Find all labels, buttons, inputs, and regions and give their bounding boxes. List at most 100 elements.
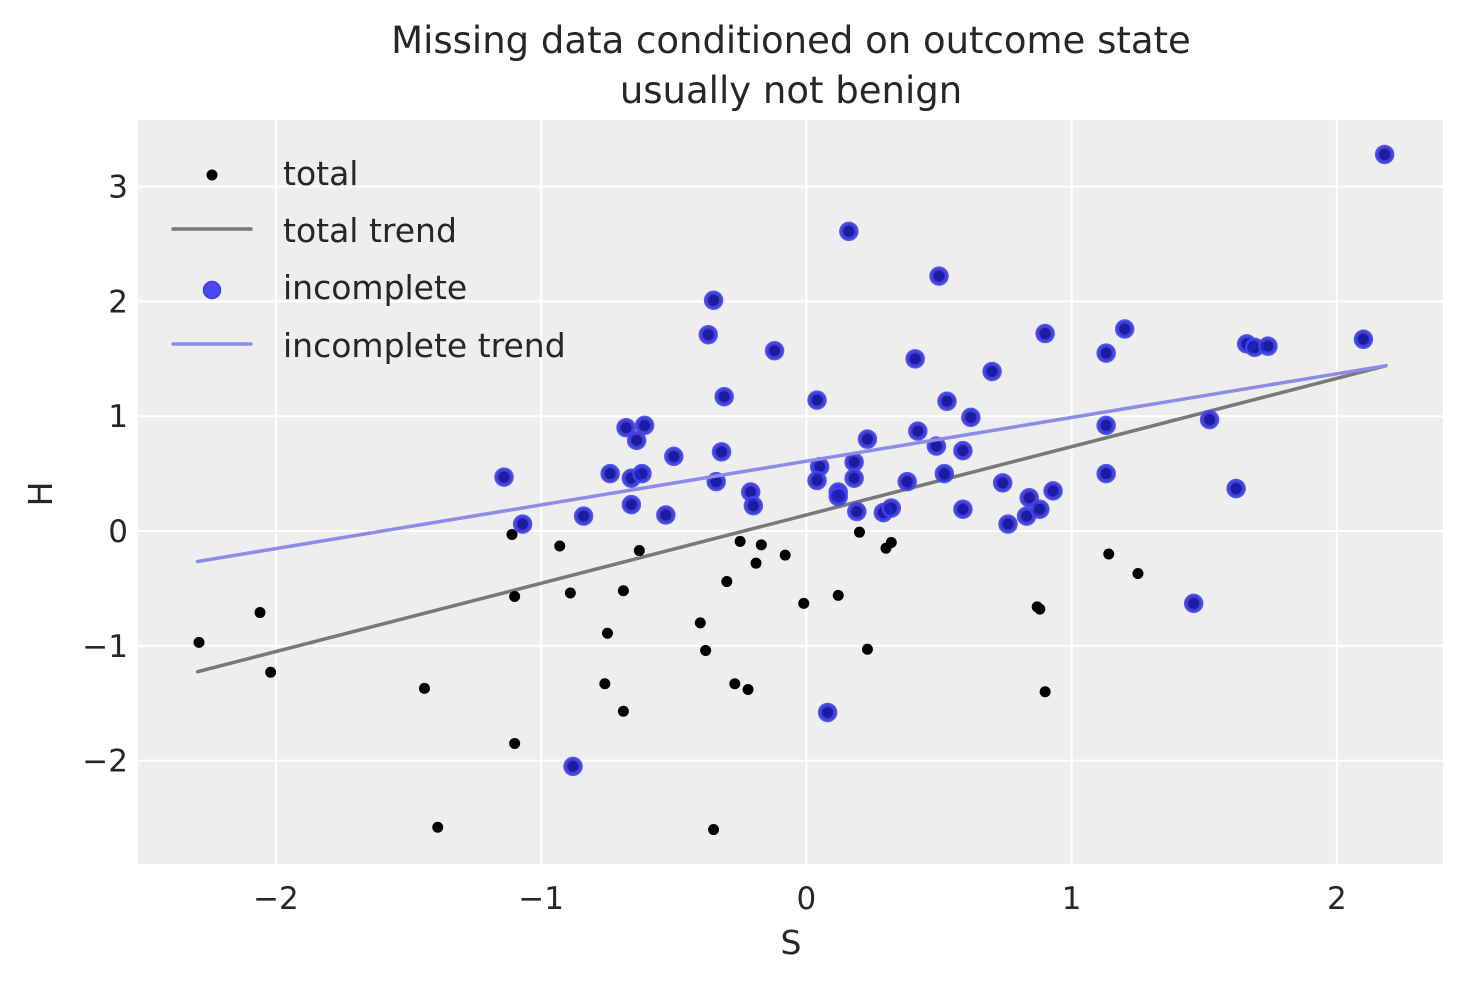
- incomplete-point: [992, 473, 1013, 493]
- incomplete-point: [929, 266, 949, 286]
- incomplete-point: [743, 496, 764, 516]
- total-point: [193, 636, 205, 648]
- total-point: [721, 576, 733, 588]
- legend: total total trend incomplete incomplete …: [171, 154, 566, 365]
- incomplete-point: [714, 386, 734, 407]
- incomplete-point: [1096, 343, 1116, 363]
- incomplete-point: [1374, 144, 1395, 165]
- incomplete-points-layer: [494, 144, 1395, 777]
- y-tick-label: −2: [82, 744, 128, 780]
- total-point: [617, 585, 629, 597]
- incomplete-point: [982, 361, 1002, 382]
- incomplete-point: [1258, 336, 1278, 356]
- incomplete-point: [937, 391, 957, 412]
- incomplete-point: [828, 486, 848, 507]
- total-point: [554, 540, 566, 552]
- legend-label-incomplete-trend: incomplete trend: [283, 326, 566, 365]
- incomplete-point: [494, 467, 514, 487]
- x-tick-label: 1: [1062, 881, 1082, 917]
- incomplete-trend-layer: [195, 363, 1388, 564]
- total-point: [1034, 603, 1046, 615]
- incomplete-point: [905, 349, 925, 369]
- x-tick-label: −1: [518, 881, 564, 917]
- incomplete-point: [632, 463, 652, 484]
- total-point: [509, 737, 521, 749]
- total-point: [1103, 548, 1115, 560]
- incomplete-point: [953, 499, 973, 519]
- total-point: [742, 683, 754, 695]
- y-axis-label: H: [21, 482, 60, 507]
- plot-area: [138, 120, 1443, 864]
- total-trend-line: [195, 363, 1388, 674]
- incomplete-point: [626, 430, 647, 451]
- incomplete-point: [908, 421, 928, 441]
- total-point: [832, 589, 844, 601]
- incomplete-point: [698, 324, 719, 345]
- total-point: [601, 627, 613, 639]
- incomplete-point: [703, 290, 724, 311]
- incomplete-point: [1035, 323, 1055, 344]
- chart-title-line-1: Missing data conditioned on outcome stat…: [391, 19, 1191, 62]
- incomplete-point: [1199, 409, 1220, 430]
- incomplete-point: [897, 471, 917, 492]
- x-tick-label: 2: [1327, 881, 1347, 917]
- incomplete-point: [844, 452, 864, 472]
- total-point: [734, 535, 746, 547]
- chart-title-line-2: usually not benign: [620, 69, 962, 112]
- incomplete-point: [1096, 415, 1116, 436]
- y-tick-labels: −2 −1 0 1 2 3: [82, 170, 128, 780]
- incomplete-point: [998, 514, 1018, 534]
- total-trend-layer: [195, 363, 1388, 674]
- total-point: [694, 617, 706, 629]
- legend-label-incomplete: incomplete: [283, 268, 467, 307]
- total-point: [861, 643, 873, 655]
- incomplete-point: [600, 463, 620, 484]
- grid-lines: [138, 120, 1443, 864]
- incomplete-point: [817, 702, 838, 723]
- legend-marker-total: [206, 169, 218, 181]
- incomplete-point: [961, 407, 981, 428]
- incomplete-point: [573, 506, 594, 526]
- incomplete-point: [934, 463, 955, 484]
- incomplete-point: [1114, 319, 1135, 339]
- total-point: [853, 526, 865, 538]
- incomplete-point: [616, 417, 636, 438]
- y-tick-label: 2: [108, 284, 128, 320]
- incomplete-point: [881, 498, 902, 518]
- incomplete-point: [857, 429, 878, 449]
- total-point: [265, 666, 277, 678]
- incomplete-trend-line: [195, 363, 1388, 564]
- total-point: [418, 682, 430, 694]
- incomplete-point: [1226, 478, 1246, 499]
- legend-marker-incomplete: [202, 280, 222, 300]
- incomplete-point: [656, 505, 676, 525]
- legend-label-total: total: [283, 154, 358, 193]
- total-point: [755, 539, 767, 551]
- incomplete-point: [563, 756, 583, 777]
- incomplete-point: [839, 221, 859, 242]
- total-point: [885, 537, 897, 549]
- total-point: [729, 678, 741, 690]
- total-point: [750, 557, 762, 569]
- incomplete-point: [953, 440, 973, 461]
- x-tick-label: −2: [253, 881, 299, 917]
- x-tick-label: 0: [797, 881, 817, 917]
- total-point: [1039, 686, 1051, 698]
- y-tick-label: 1: [108, 399, 128, 435]
- incomplete-point: [847, 501, 867, 522]
- y-tick-label: 0: [108, 514, 128, 550]
- total-point: [599, 678, 611, 690]
- incomplete-point: [1183, 593, 1204, 614]
- y-tick-label: 3: [108, 170, 128, 206]
- incomplete-point: [1096, 463, 1116, 484]
- total-point: [779, 549, 791, 561]
- incomplete-point: [807, 390, 827, 410]
- incomplete-point: [1030, 499, 1050, 519]
- incomplete-point: [621, 494, 642, 515]
- incomplete-point: [512, 514, 533, 534]
- incomplete-point: [1353, 329, 1374, 350]
- total-point: [633, 545, 645, 557]
- total-point: [564, 587, 576, 599]
- incomplete-point: [634, 415, 655, 436]
